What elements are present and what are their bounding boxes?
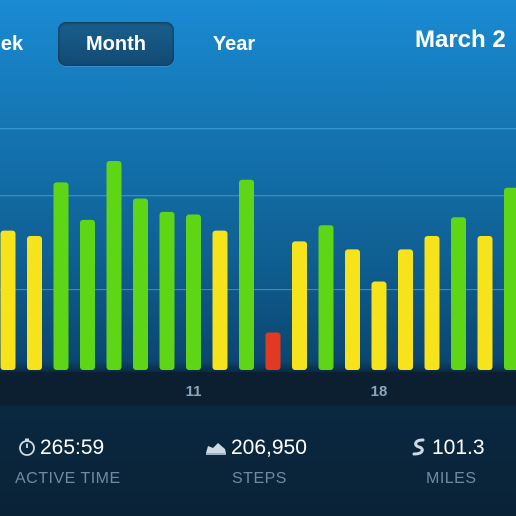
x-tick-label: 11 <box>186 383 202 400</box>
bar-day-15[interactable] <box>292 241 307 370</box>
bar-day-21[interactable] <box>451 217 466 370</box>
miles-value: 101.3 <box>432 436 485 459</box>
bar-day-12[interactable] <box>212 230 228 370</box>
x-tick-label: 18 <box>371 383 388 400</box>
bar-day-18[interactable] <box>371 281 387 370</box>
bar-day-11[interactable] <box>186 214 201 370</box>
bar-day-5[interactable] <box>27 236 42 370</box>
stat-active-time: 265:59 <box>18 436 104 461</box>
bar-day-7[interactable] <box>80 219 95 370</box>
bar-day-9[interactable] <box>133 198 148 370</box>
period-title: March 2 <box>415 26 506 53</box>
bar-day-4[interactable] <box>0 230 16 370</box>
active-time-value: 265:59 <box>40 436 105 459</box>
bar-day-19[interactable] <box>398 249 413 370</box>
shoe-icon <box>205 440 227 461</box>
miles-label: MILES <box>426 470 477 487</box>
active-time-label: ACTIVE TIME <box>15 470 121 487</box>
tab-month[interactable]: Month <box>58 22 174 66</box>
tab-week[interactable]: ek <box>0 33 24 55</box>
bar-day-10[interactable] <box>159 211 175 370</box>
bar-day-8[interactable] <box>106 160 122 370</box>
stat-steps: 206,950 <box>205 436 307 461</box>
bar-day-20[interactable] <box>424 236 440 370</box>
chart-axis-band <box>0 372 516 406</box>
bar-day-17[interactable] <box>345 249 360 370</box>
bar-day-13[interactable] <box>239 179 254 370</box>
steps-label: STEPS <box>232 470 287 487</box>
steps-value: 206,950 <box>231 436 307 459</box>
bar-day-6[interactable] <box>53 182 69 370</box>
stopwatch-icon <box>18 438 36 461</box>
stat-miles: 101.3 <box>410 436 485 461</box>
bar-day-16[interactable] <box>318 225 334 370</box>
tab-year[interactable]: Year <box>212 33 256 55</box>
bar-day-23[interactable] <box>504 187 516 370</box>
bar-day-22[interactable] <box>477 236 493 370</box>
route-icon <box>410 438 428 461</box>
bar-day-14[interactable] <box>265 332 281 370</box>
